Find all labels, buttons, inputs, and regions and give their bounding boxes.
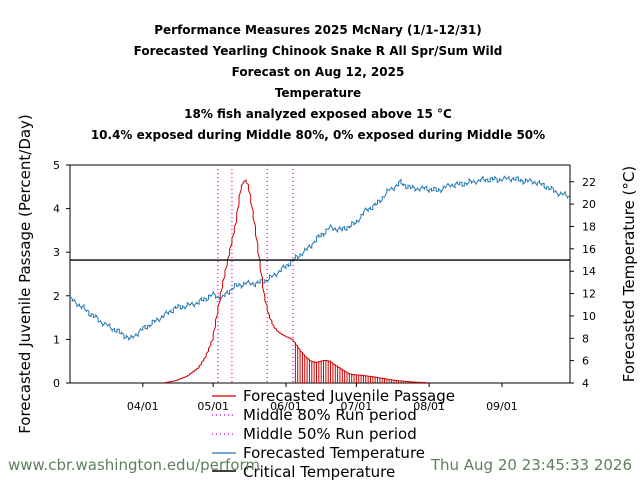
title-line-5: 18% fish analyzed exposed above 15 °C xyxy=(184,107,452,121)
run-period-lines xyxy=(217,165,294,383)
legend-label-middle50: Middle 50% Run period xyxy=(243,425,417,443)
title-line-4: Temperature xyxy=(275,86,361,100)
y-tick-label-left: 1 xyxy=(53,333,60,346)
y-tick-label-left: 2 xyxy=(53,290,60,303)
legend-label-middle80: Middle 80% Run period xyxy=(243,406,417,424)
title-line-1: Performance Measures 2025 McNary (1/1-12… xyxy=(154,23,482,37)
series-lines xyxy=(69,174,571,384)
legend-label-temperature: Forecasted Temperature xyxy=(243,444,425,462)
legend-label-critical: Critical Temperature xyxy=(243,463,395,480)
x-tick-label: 05/01 xyxy=(197,400,229,413)
y-tick-label-right: 10 xyxy=(582,310,596,323)
x-tick-label: 04/01 xyxy=(127,400,159,413)
x-tick-label: 09/01 xyxy=(486,400,518,413)
axes: 04/01 05/01 06/01 07/01 08/01 09/010123454681… xyxy=(53,159,596,413)
y-axis-label-left: Forecasted Juvenile Passage (Percent/Day… xyxy=(16,114,34,434)
x-tick-label: 06/01 xyxy=(270,400,302,413)
legend: Forecasted Juvenile Passage Middle 80% R… xyxy=(212,387,455,480)
y-tick-label-right: 16 xyxy=(582,243,596,256)
legend-label-passage: Forecasted Juvenile Passage xyxy=(243,387,455,405)
footer-timestamp: Thu Aug 20 23:45:33 2026 xyxy=(430,456,632,474)
y-tick-label-right: 20 xyxy=(582,198,596,211)
y-tick-label-left: 4 xyxy=(53,203,60,216)
y-tick-label-left: 0 xyxy=(53,377,60,390)
chart-title: Performance Measures 2025 McNary (1/1-12… xyxy=(91,23,545,142)
footer-url[interactable]: www.cbr.washington.edu/perform xyxy=(8,456,260,474)
y-tick-label-right: 4 xyxy=(582,377,589,390)
y-tick-label-right: 18 xyxy=(582,220,596,233)
y-tick-label-right: 8 xyxy=(582,332,589,345)
passage-bars xyxy=(294,342,428,383)
plot-area xyxy=(69,164,571,384)
title-line-3: Forecast on Aug 12, 2025 xyxy=(232,65,405,79)
y-tick-label-left: 3 xyxy=(53,246,60,259)
y-tick-label-right: 14 xyxy=(582,265,596,278)
x-tick-label: 07/01 xyxy=(341,400,373,413)
title-line-2: Forecasted Yearling Chinook Snake R All … xyxy=(134,44,503,58)
title-line-6: 10.4% exposed during Middle 80%, 0% expo… xyxy=(91,128,545,142)
juvenile-passage-line xyxy=(163,179,427,384)
y-tick-label-right: 22 xyxy=(582,176,596,189)
y-tick-label-right: 12 xyxy=(582,288,596,301)
x-tick-label: 08/01 xyxy=(413,400,445,413)
temperature-line xyxy=(69,174,571,341)
y-tick-label-left: 5 xyxy=(53,159,60,172)
y-tick-label-right: 6 xyxy=(582,355,589,368)
y-axis-label-right: Forecasted Temperature (°C) xyxy=(620,166,638,382)
